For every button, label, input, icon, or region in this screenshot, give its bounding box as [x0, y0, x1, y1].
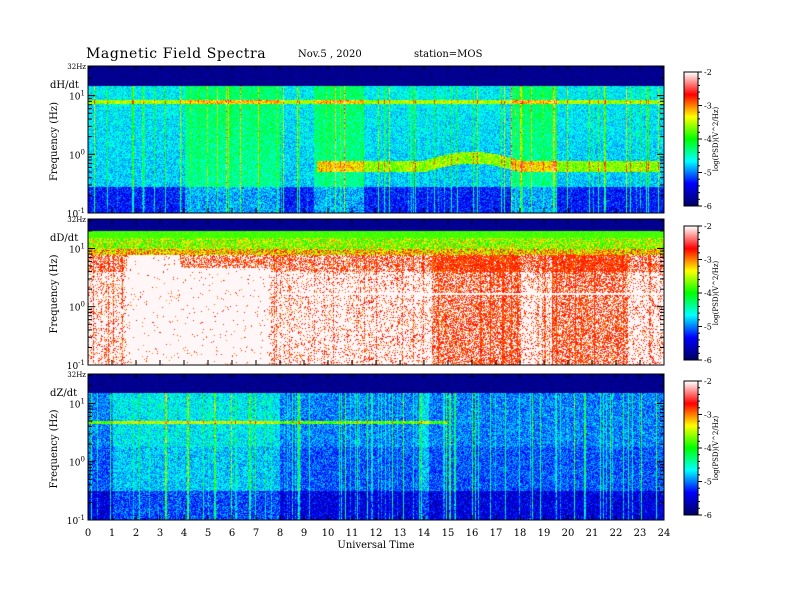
x-tick-label: 17: [490, 528, 503, 539]
panel-frame-1: [87, 218, 665, 366]
y-axis-label: Frequency (Hz): [49, 254, 60, 333]
colorbar-tick-label: -4: [704, 289, 712, 298]
x-axis-label: Universal Time: [337, 540, 414, 551]
colorbar-frame: [683, 71, 699, 207]
component-label: dZ/dt: [50, 388, 77, 399]
colorbar-dh: [684, 72, 698, 206]
colorbar-dz: [684, 381, 698, 515]
x-tick-label: 13: [394, 528, 407, 539]
y-tick-label: 101: [69, 397, 85, 410]
x-tick-label: 14: [418, 528, 431, 539]
x-tick-label: 15: [442, 528, 455, 539]
y-tick-label: 10-1: [67, 359, 85, 372]
x-tick-label: 22: [610, 528, 623, 539]
x-tick-label: 4: [181, 528, 187, 539]
y-tick-label: 101: [69, 90, 85, 103]
x-tick-label: 20: [562, 528, 575, 539]
y-axis-label: Frequency (Hz): [49, 409, 60, 488]
x-tick-label: 10: [322, 528, 335, 539]
top-frequency-label: 32Hz: [67, 216, 86, 224]
date-label: Nov.5 , 2020: [298, 49, 362, 60]
colorbar-label: log(PSD)(V^2/Hz): [712, 260, 720, 325]
y-tick-label: 10-1: [67, 514, 85, 527]
colorbar-tick-label: -2: [704, 222, 712, 231]
colorbar-label: log(PSD)(V^2/Hz): [712, 106, 720, 171]
colorbar-tick-label: -6: [704, 511, 712, 520]
x-tick-label: 23: [634, 528, 647, 539]
x-tick-label: 7: [253, 528, 259, 539]
x-tick-label: 6: [229, 528, 235, 539]
x-tick-label: 0: [85, 528, 91, 539]
y-axis-label: Frequency (Hz): [49, 102, 60, 181]
colorbar-tick-label: -2: [704, 68, 712, 77]
component-label: dD/dt: [50, 233, 78, 244]
y-tick-label: 100: [69, 301, 85, 314]
station-label: station=MOS: [414, 49, 483, 60]
y-tick-label: 10-1: [67, 207, 85, 220]
spectrogram-dh: [88, 66, 664, 213]
x-tick-label: 24: [658, 528, 671, 539]
x-tick-label: 2: [133, 528, 139, 539]
colorbar-tick-label: -5: [704, 169, 712, 178]
colorbar-tick-label: -3: [704, 256, 712, 265]
x-tick-label: 21: [586, 528, 599, 539]
top-frequency-label: 32Hz: [67, 371, 86, 379]
colorbar-tick-label: -2: [704, 377, 712, 386]
colorbar-frame: [683, 380, 699, 516]
colorbar-tick-label: -4: [704, 444, 712, 453]
y-tick-label: 101: [69, 242, 85, 255]
colorbar-tick-label: -3: [704, 411, 712, 420]
x-tick-label: 11: [346, 528, 359, 539]
colorbar-tick-label: -6: [704, 202, 712, 211]
x-tick-label: 1: [109, 528, 115, 539]
x-tick-label: 8: [277, 528, 283, 539]
x-tick-label: 18: [514, 528, 527, 539]
component-label: dH/dt: [50, 80, 79, 91]
x-tick-label: 9: [301, 528, 307, 539]
colorbar-tick-label: -4: [704, 135, 712, 144]
panel-frame-0: [87, 65, 665, 214]
colorbar-frame: [683, 225, 699, 361]
y-tick-label: 100: [69, 456, 85, 469]
figure-title: Magnetic Field Spectra: [86, 46, 267, 62]
colorbar-label: log(PSD)(V^2/Hz): [712, 415, 720, 480]
x-tick-label: 16: [466, 528, 479, 539]
x-tick-label: 12: [370, 528, 383, 539]
spectrogram-dd: [88, 219, 664, 365]
x-tick-label: 3: [157, 528, 163, 539]
x-tick-label: 5: [205, 528, 211, 539]
spectrogram-dz: [88, 374, 664, 520]
colorbar-tick-label: -5: [704, 323, 712, 332]
colorbar-tick-label: -5: [704, 478, 712, 487]
x-tick-label: 19: [538, 528, 551, 539]
panel-frame-2: [87, 373, 665, 521]
top-frequency-label: 32Hz: [67, 63, 86, 71]
colorbar-tick-label: -6: [704, 356, 712, 365]
y-tick-label: 100: [69, 148, 85, 161]
colorbar-dd: [684, 226, 698, 360]
colorbar-tick-label: -3: [704, 102, 712, 111]
